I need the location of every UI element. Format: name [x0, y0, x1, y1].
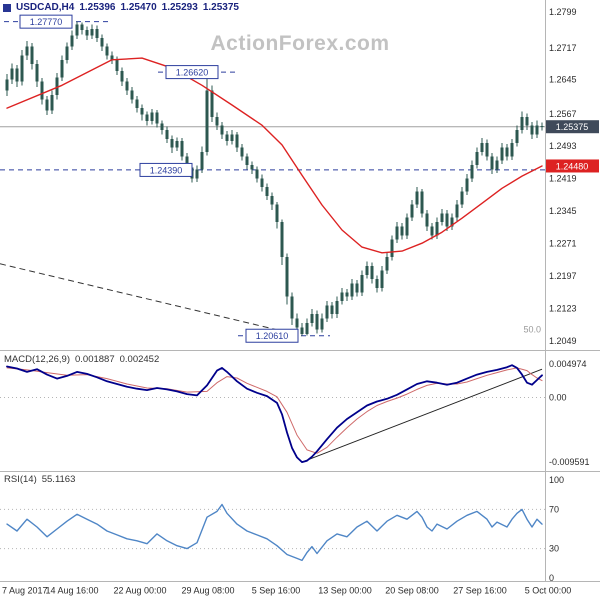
ma-line [6, 57, 543, 254]
svg-text:0.00: 0.00 [549, 392, 567, 402]
svg-text:1.2567: 1.2567 [549, 109, 577, 119]
svg-text:1.26620: 1.26620 [176, 68, 209, 78]
fib-level-label: 50.0 [523, 325, 541, 335]
svg-text:1.2197: 1.2197 [549, 271, 577, 281]
svg-text:5 Sep 16:00: 5 Sep 16:00 [252, 586, 301, 596]
ma-price-box: 1.24480 [546, 159, 599, 173]
svg-text:0.004974: 0.004974 [549, 359, 587, 369]
quote-high: 1.25470 [120, 2, 157, 13]
quote-open: 1.25396 [79, 2, 116, 13]
svg-text:1.2419: 1.2419 [549, 174, 577, 184]
macd-main-line [6, 364, 543, 464]
svg-text:29 Aug 08:00: 29 Aug 08:00 [181, 586, 234, 596]
watermark: ActionForex.com [210, 32, 390, 55]
symbol-timeframe: USDCAD,H4 [16, 2, 75, 13]
svg-text:1.2493: 1.2493 [549, 141, 577, 151]
svg-text:1.20610: 1.20610 [256, 331, 289, 341]
macd-trendline [301, 368, 543, 463]
svg-text:50.0: 50.0 [523, 325, 541, 335]
macd-value: 0.001887 [75, 354, 115, 365]
price-level-lines [0, 21, 545, 337]
chart-title: USDCAD,H4 1.25396 1.25470 1.25293 1.2537… [3, 2, 239, 13]
level-label-boxes: 1.27770 1.26620 1.24390 1.20610 [19, 14, 299, 343]
svg-text:1.25375: 1.25375 [556, 122, 589, 132]
svg-text:5 Oct 00:00: 5 Oct 00:00 [525, 586, 572, 596]
candles [5, 21, 544, 336]
chart-icon [3, 3, 11, 12]
quote-close: 1.25375 [202, 2, 239, 13]
main-y-axis-labels: 1.2799 1.2717 1.2645 1.2567 1.2493 1.2419 1.23… [549, 7, 577, 346]
svg-text:7 Aug 2017: 7 Aug 2017 [2, 586, 48, 596]
svg-text:70: 70 [549, 504, 559, 514]
svg-text:1.2271: 1.2271 [549, 239, 577, 249]
current-price-box: 1.25375 [546, 120, 599, 134]
macd-signal-value: 0.002452 [119, 354, 160, 365]
svg-text:1.2345: 1.2345 [549, 206, 577, 216]
macd-panel-label: MACD(12,26,9) 0.001887 0.002452 [4, 354, 159, 365]
svg-text:0: 0 [549, 573, 554, 583]
main-trendline [0, 263, 303, 337]
svg-text:27 Sep 16:00: 27 Sep 16:00 [453, 586, 507, 596]
quote-low: 1.25293 [161, 2, 198, 13]
svg-text:30: 30 [549, 544, 559, 554]
svg-text:20 Sep 08:00: 20 Sep 08:00 [385, 586, 439, 596]
svg-text:14 Aug 16:00: 14 Aug 16:00 [45, 586, 98, 596]
svg-text:1.2049: 1.2049 [549, 336, 577, 346]
rsi-level-lines [0, 508, 545, 550]
svg-text:100: 100 [549, 475, 564, 485]
svg-text:1.2123: 1.2123 [549, 304, 577, 314]
rsi-line [6, 503, 543, 562]
svg-text:22 Aug 00:00: 22 Aug 00:00 [113, 586, 166, 596]
macd-indicator-name: MACD(12,26,9) [4, 354, 70, 365]
svg-text:13 Sep 00:00: 13 Sep 00:00 [318, 586, 372, 596]
svg-text:1.27770: 1.27770 [30, 17, 63, 27]
rsi-y-axis-labels: 100 70 30 0 [549, 475, 564, 583]
svg-text:1.2645: 1.2645 [549, 75, 577, 85]
svg-text:-0.009591: -0.009591 [549, 457, 590, 467]
svg-text:1.2799: 1.2799 [549, 7, 577, 17]
macd-y-axis-labels: 0.004974 0.00 -0.009591 [549, 359, 590, 467]
rsi-value: 55.1163 [41, 474, 76, 485]
svg-text:1.24390: 1.24390 [150, 165, 183, 175]
panel-separators [0, 0, 600, 582]
svg-text:1.24480: 1.24480 [556, 161, 589, 171]
rsi-indicator-name: RSI(14) [4, 474, 37, 485]
rsi-panel-label: RSI(14) 55.1163 [4, 474, 75, 485]
svg-text:1.2717: 1.2717 [549, 43, 577, 53]
